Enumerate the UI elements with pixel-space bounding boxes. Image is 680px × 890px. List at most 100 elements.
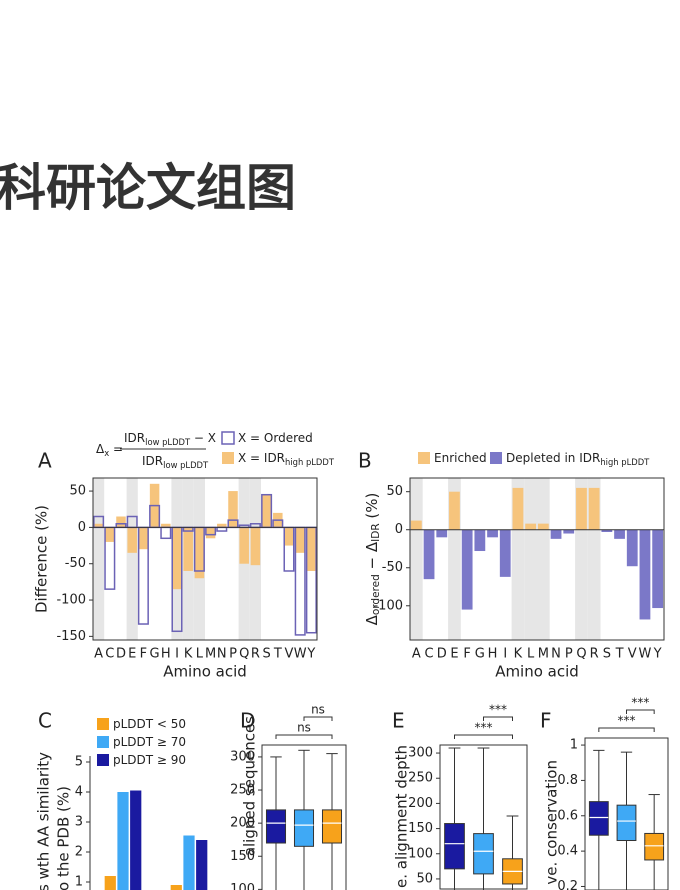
plot-frame [584, 737, 669, 890]
y-tick-label: -50 [382, 560, 403, 575]
x-tick-label: E [128, 647, 136, 662]
legend-label-part: X = Ordered [238, 431, 313, 445]
y-tick-label: 50 [386, 484, 403, 499]
y-tick-label: -100 [373, 598, 403, 613]
significance-label: ns [297, 721, 311, 735]
x-tick-label: V [628, 647, 637, 662]
x-tick-label: P [565, 647, 573, 662]
y-tick-label: 0.2 [557, 879, 578, 890]
legend-swatch [97, 736, 109, 748]
legend-label-part: high pLDDT [285, 457, 335, 467]
shade-band [410, 478, 423, 640]
y-axis-label: s wth AA similarity [35, 752, 53, 890]
y-tick-label: 200 [230, 816, 255, 831]
shade-band [524, 478, 537, 640]
x-tick-label: W [294, 647, 307, 662]
x-tick-label: P [229, 647, 237, 662]
x-tick-label: F [463, 647, 470, 662]
x-tick-label: D [116, 647, 126, 662]
y-tick-label: 4 [75, 785, 83, 800]
y-tick-label: 2 [75, 845, 83, 860]
x-tick-label: C [105, 647, 114, 662]
y-tick-label: 0 [395, 522, 403, 537]
x-tick-label: I [175, 647, 179, 662]
panel-label: E [392, 709, 405, 733]
y-axis-label-part: − Δ [363, 541, 381, 574]
bar [537, 523, 549, 530]
y-tick-label: 3 [75, 815, 83, 830]
x-tick-label: W [639, 647, 652, 662]
bar [116, 516, 126, 528]
x-tick-label: R [251, 647, 260, 662]
bar [512, 487, 524, 530]
x-tick-label: G [150, 647, 160, 662]
legend-label: pLDDT ≥ 70 [113, 735, 186, 749]
bar [306, 527, 317, 571]
plot-frame [261, 744, 347, 890]
y-tick-label: 5 [75, 755, 83, 770]
formula-denominator-part: low pLDDT [163, 460, 209, 470]
x-tick-label: G [475, 647, 485, 662]
bar [626, 529, 638, 567]
page-title: 科研论文组图 [0, 159, 296, 217]
formula-denominator-part: IDR [142, 454, 163, 468]
bar [196, 840, 208, 890]
plot-frame [439, 744, 528, 890]
bar [172, 527, 182, 590]
y-tick-label: 0.6 [557, 808, 578, 823]
bar [563, 529, 575, 534]
y-tick-label: 50 [69, 484, 86, 499]
y-tick-label: 150 [230, 849, 255, 864]
bar [639, 529, 651, 620]
panel-label: C [38, 709, 52, 733]
box [644, 832, 665, 861]
box [616, 804, 637, 842]
legend-swatch [97, 718, 109, 730]
box [444, 823, 465, 870]
legend-label-part: X = IDR [238, 451, 285, 465]
x-tick-label: E [450, 647, 458, 662]
bar [614, 529, 625, 539]
bar [216, 526, 228, 532]
bar [127, 527, 137, 553]
bar [652, 529, 664, 609]
bar [449, 491, 460, 530]
y-tick-label: 250 [408, 771, 433, 786]
x-tick-label: D [437, 647, 447, 662]
bar [183, 835, 195, 890]
box [473, 833, 494, 875]
legend-label-part: pLDDT ≥ 70 [113, 735, 186, 749]
bar [239, 527, 249, 564]
bar [138, 527, 149, 550]
x-tick-label: S [603, 647, 611, 662]
formula-denominator: IDRlow pLDDT [142, 454, 209, 470]
formula-lhs: Δx = [96, 442, 123, 458]
significance-label: *** [475, 721, 493, 735]
y-axis-label: Difference (%) [33, 505, 51, 613]
significance-label: *** [618, 714, 636, 728]
legend-swatch [97, 754, 109, 766]
x-tick-label: C [425, 647, 434, 662]
y-tick-label: 50 [416, 871, 433, 886]
legend-label-part: high pLDDT [600, 457, 650, 467]
bar [474, 529, 486, 552]
bar [117, 792, 129, 890]
y-tick-label: 150 [408, 821, 433, 836]
legend-swatch [418, 452, 430, 464]
x-tick-label: N [551, 647, 561, 662]
shade-band [126, 478, 138, 640]
panel-label: B [358, 449, 372, 473]
bar [160, 526, 172, 540]
x-tick-label: K [184, 647, 193, 662]
y-axis-label: Δordered − ΔIDR (%) [363, 493, 383, 626]
shade-band [93, 478, 105, 640]
x-tick-label: T [615, 647, 624, 662]
x-tick-label: M [538, 647, 549, 662]
bar [410, 520, 422, 530]
formula-numerator: IDRlow pLDDT − X [124, 431, 216, 447]
significance-label: ns [311, 703, 325, 717]
y-tick-label: -50 [65, 556, 86, 571]
legend-label: Enriched [434, 451, 487, 465]
x-tick-label: S [262, 647, 270, 662]
box [321, 809, 343, 844]
